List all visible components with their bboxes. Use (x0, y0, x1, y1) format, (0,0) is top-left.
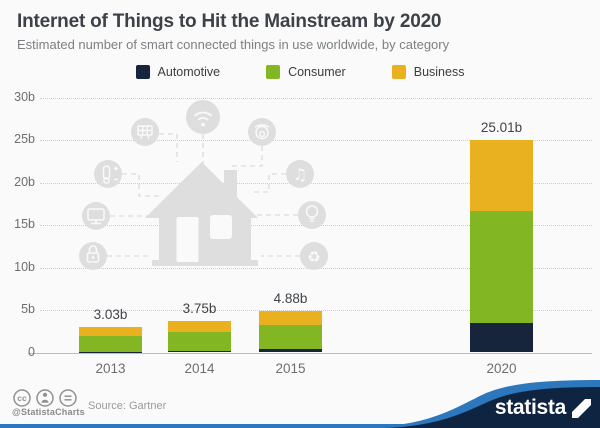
cc-license-icons: cc (13, 389, 77, 407)
x-axis-label: 2015 (275, 360, 306, 376)
lock-icon (79, 242, 107, 270)
svg-text:♻: ♻ (307, 248, 320, 266)
bar-segment-automotive-2020 (470, 322, 533, 353)
x-axis-label: 2014 (184, 360, 215, 376)
music-note-icon: ♫ (286, 160, 314, 188)
solar-panel-icon (131, 118, 159, 146)
bar-segment-automotive-2014 (168, 350, 231, 353)
brand-wave (385, 380, 600, 428)
y-axis-label: 30b (14, 89, 35, 104)
wifi-icon (186, 100, 220, 134)
legend-item-business: Business (391, 65, 465, 79)
monitor-icon (82, 202, 110, 230)
gridline (40, 97, 592, 99)
page-title: Internet of Things to Hit the Mainstream… (17, 11, 442, 32)
statista-logo-mark (572, 398, 591, 418)
legend-label: Business (413, 65, 465, 79)
accent-strip (0, 424, 600, 428)
y-axis-label: 15b (14, 217, 35, 231)
no-derivatives-icon (64, 395, 72, 401)
bar-segment-business-2013 (79, 326, 142, 336)
bar-segment-automotive-2013 (79, 351, 142, 353)
y-axis-label: 5b (21, 302, 35, 316)
y-axis-label: 20b (14, 174, 35, 189)
bar-segment-business-2015 (259, 311, 322, 325)
y-axis-label: 0 (28, 344, 35, 359)
legend-swatch-business (391, 65, 406, 79)
gridline (40, 310, 592, 311)
y-axis-label: 25b (14, 132, 35, 146)
statista-charts-handle: @StatistaCharts (12, 407, 85, 417)
x-axis-label: 2020 (486, 360, 517, 376)
smart-home-watermark: ♫ (79, 100, 328, 270)
house-door (176, 217, 199, 262)
statista-wordmark: statista (494, 396, 566, 419)
bar-segment-consumer-2013 (79, 336, 142, 352)
stacked-bar-chart: ♫ (0, 90, 600, 385)
light-bulb-icon (298, 201, 326, 229)
gridline (40, 140, 592, 141)
x-axis-label: 2013 (95, 360, 126, 376)
security-camera-icon (248, 118, 276, 146)
legend-item-automotive: Automotive (135, 65, 221, 79)
gridline (40, 182, 592, 184)
page-subtitle: Estimated number of smart connected thin… (17, 37, 450, 52)
recycle-icon: ♻ (300, 242, 328, 270)
house-window (210, 215, 232, 239)
legend: Automotive Consumer Business (0, 65, 600, 79)
bar-value-label: 3.75b (182, 300, 217, 316)
connector-dashes (107, 133, 300, 257)
legend-label: Consumer (288, 65, 346, 79)
bar-value-label: 3.03b (93, 306, 128, 322)
bar-value-label: 4.88b (273, 291, 308, 307)
bar-segment-consumer-2015 (259, 324, 322, 350)
legend-item-consumer: Consumer (266, 65, 346, 79)
legend-label: Automotive (157, 65, 221, 79)
x-axis-line (28, 352, 592, 354)
bar-segment-business-2020 (470, 139, 533, 211)
legend-swatch-consumer (266, 65, 281, 79)
thermometer-icon (94, 160, 122, 188)
bar-segment-consumer-2020 (470, 210, 533, 323)
attribution-icon (41, 392, 49, 403)
source-label: Source: Gartner (88, 400, 167, 412)
bar-segment-automotive-2015 (259, 349, 322, 353)
cc-icon: cc (17, 393, 27, 403)
bar-segment-consumer-2014 (168, 331, 231, 351)
statista-logo: statista (495, 396, 591, 420)
y-axis-label: 10b (14, 259, 35, 274)
bar-value-label: 25.01b (480, 119, 523, 135)
bar-segment-business-2014 (168, 320, 231, 332)
svg-text:♫: ♫ (293, 165, 307, 184)
legend-swatch-automotive (135, 65, 150, 79)
house-icon (145, 162, 258, 266)
